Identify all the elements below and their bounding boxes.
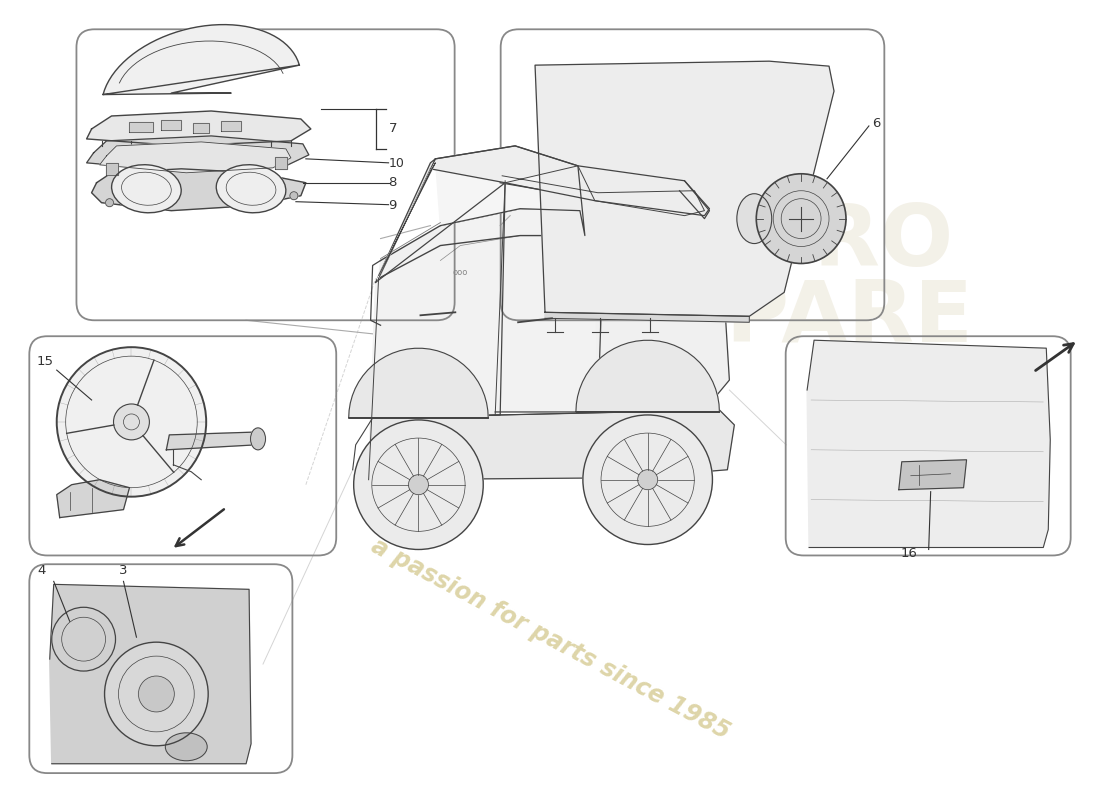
- Bar: [221, 121, 241, 131]
- Circle shape: [106, 198, 113, 206]
- Circle shape: [52, 607, 116, 671]
- Ellipse shape: [251, 428, 265, 450]
- Circle shape: [583, 415, 713, 545]
- Polygon shape: [807, 340, 1050, 547]
- Text: 6: 6: [872, 118, 880, 130]
- Circle shape: [757, 174, 846, 263]
- Polygon shape: [100, 142, 290, 173]
- Ellipse shape: [111, 165, 182, 213]
- Ellipse shape: [165, 733, 207, 761]
- Text: EURO
SPARE: EURO SPARE: [664, 201, 974, 360]
- Polygon shape: [103, 25, 299, 94]
- Polygon shape: [57, 480, 130, 518]
- Polygon shape: [87, 136, 309, 170]
- Text: ooo: ooo: [452, 269, 468, 278]
- Bar: [106, 163, 118, 174]
- Polygon shape: [368, 410, 735, 480]
- Polygon shape: [576, 340, 719, 412]
- Text: 9: 9: [388, 199, 397, 212]
- Polygon shape: [91, 169, 306, 210]
- Bar: [275, 157, 287, 169]
- Circle shape: [354, 420, 483, 550]
- Text: 3: 3: [119, 564, 128, 578]
- Polygon shape: [371, 182, 505, 418]
- Text: 7: 7: [388, 122, 397, 135]
- Polygon shape: [503, 166, 704, 216]
- Polygon shape: [544, 312, 749, 322]
- Polygon shape: [595, 201, 729, 412]
- Circle shape: [408, 474, 428, 494]
- Text: 15: 15: [36, 355, 54, 368]
- Bar: [130, 122, 153, 132]
- Polygon shape: [535, 61, 834, 316]
- Ellipse shape: [737, 194, 772, 243]
- Ellipse shape: [217, 165, 286, 213]
- Circle shape: [113, 404, 150, 440]
- Polygon shape: [377, 163, 436, 281]
- Polygon shape: [436, 146, 585, 235]
- Text: 16: 16: [900, 547, 917, 561]
- Polygon shape: [378, 209, 585, 278]
- Text: 4: 4: [37, 564, 46, 578]
- Text: 10: 10: [388, 158, 405, 170]
- Text: a passion for parts since 1985: a passion for parts since 1985: [366, 534, 734, 744]
- Polygon shape: [166, 432, 261, 450]
- Polygon shape: [899, 460, 967, 490]
- Polygon shape: [50, 584, 251, 764]
- Polygon shape: [87, 111, 311, 146]
- Circle shape: [57, 347, 206, 497]
- Polygon shape: [680, 181, 710, 218]
- Circle shape: [290, 192, 298, 200]
- Polygon shape: [495, 182, 605, 412]
- Bar: [162, 120, 182, 130]
- Bar: [194, 123, 209, 133]
- Circle shape: [638, 470, 658, 490]
- Polygon shape: [375, 159, 436, 282]
- Polygon shape: [430, 146, 710, 216]
- Polygon shape: [349, 348, 488, 418]
- Circle shape: [104, 642, 208, 746]
- Circle shape: [139, 676, 174, 712]
- Text: 8: 8: [388, 176, 397, 190]
